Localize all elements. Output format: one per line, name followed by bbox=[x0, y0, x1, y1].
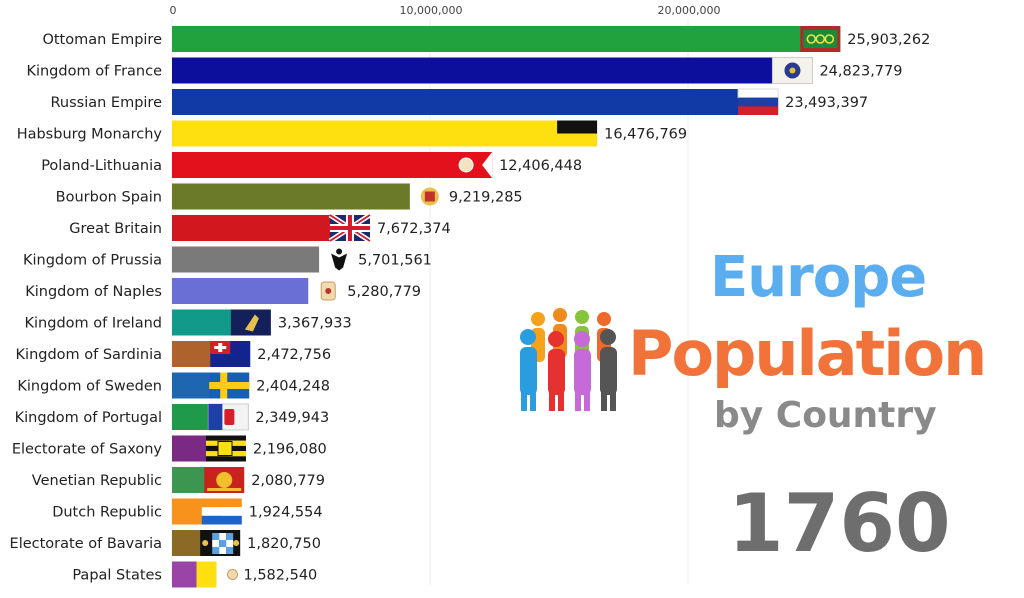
value-label: 3,367,933 bbox=[278, 316, 352, 332]
poland-lithuania-flag-icon bbox=[452, 152, 493, 178]
people-group-icon bbox=[512, 305, 624, 420]
dutch-flag-icon bbox=[201, 498, 242, 525]
sardinia-flag-icon bbox=[210, 341, 251, 367]
value-label: 24,823,779 bbox=[819, 64, 902, 80]
x-tick-label: 0 bbox=[170, 4, 177, 17]
russia-flag-icon bbox=[737, 88, 779, 115]
year-display: 1760 bbox=[728, 477, 951, 570]
bar-row: Russian Empire 23,493,397 bbox=[50, 88, 868, 115]
category-label: Kingdom of France bbox=[26, 64, 162, 80]
sweden-flag-icon bbox=[209, 372, 250, 399]
bar-row: Venetian Republic 2,080,779 bbox=[32, 467, 325, 493]
bar-row: Bourbon Spain 9,219,285 bbox=[56, 183, 523, 210]
category-label: Kingdom of Portugal bbox=[15, 410, 162, 426]
subtitle: by Country bbox=[714, 395, 937, 436]
bar-row: Kingdom of Portugal 2,349,943 bbox=[15, 403, 329, 431]
spain-coat-of-arms-icon bbox=[420, 187, 439, 206]
x-tick-label: 10,000,000 bbox=[400, 4, 463, 17]
bar-row: Kingdom of France 24,823,779 bbox=[26, 57, 902, 84]
value-label: 2,472,756 bbox=[257, 347, 331, 363]
bar bbox=[172, 26, 841, 52]
value-label: 23,493,397 bbox=[785, 95, 868, 111]
category-label: Electorate of Saxony bbox=[12, 442, 163, 458]
bar-row: Poland-Lithuania 12,406,448 bbox=[41, 152, 582, 178]
category-label: Great Britain bbox=[69, 221, 162, 237]
bar-row: Ottoman Empire 25,903,262 bbox=[42, 26, 930, 52]
category-label: Electorate of Bavaria bbox=[10, 536, 162, 552]
bavaria-flag-icon bbox=[200, 530, 241, 556]
bar bbox=[172, 246, 320, 273]
bar-row: Kingdom of Ireland 3,367,933 bbox=[25, 309, 352, 336]
category-label: Dutch Republic bbox=[52, 505, 162, 521]
category-label: Kingdom of Sardinia bbox=[16, 347, 162, 363]
bar bbox=[172, 152, 493, 178]
x-axis-ticks: 0 10,000,000 20,000,000 bbox=[170, 4, 721, 17]
value-label: 12,406,448 bbox=[499, 158, 582, 174]
title-block: Europe Population by Country 1760 bbox=[600, 245, 1020, 570]
bars: Ottoman Empire 25,903,262 Kingdom of Franc… bbox=[10, 26, 930, 588]
category-label: Kingdom of Naples bbox=[25, 284, 162, 300]
bar-row: Kingdom of Sardinia 2,472,756 bbox=[16, 341, 331, 367]
bar-row: Kingdom of Naples 5,280,779 bbox=[25, 278, 421, 304]
papal-states-flag-icon bbox=[196, 561, 238, 588]
ireland-harp-flag-icon bbox=[230, 309, 271, 336]
ottoman-flag-icon bbox=[800, 26, 841, 52]
value-label: 2,196,080 bbox=[253, 442, 327, 458]
bar-row: Great Britain 7,672,374 bbox=[69, 212, 451, 244]
value-label: 1,820,750 bbox=[247, 536, 321, 552]
category-label: Kingdom of Ireland bbox=[25, 316, 162, 332]
saxony-flag-icon bbox=[205, 435, 246, 462]
bar-row: Dutch Republic 1,924,554 bbox=[52, 498, 323, 525]
bar bbox=[172, 183, 410, 210]
category-label: Bourbon Spain bbox=[56, 190, 162, 206]
bar bbox=[172, 89, 779, 115]
value-label: 5,701,561 bbox=[358, 253, 432, 269]
category-label: Kingdom of Prussia bbox=[23, 253, 162, 269]
category-label: Venetian Republic bbox=[32, 473, 162, 489]
category-label: Papal States bbox=[72, 568, 162, 584]
bar bbox=[172, 120, 598, 147]
venice-flag-icon bbox=[204, 467, 245, 493]
bar bbox=[172, 278, 309, 304]
category-label: Poland-Lithuania bbox=[41, 158, 162, 174]
bar-row: Habsburg Monarchy 16,476,769 bbox=[17, 120, 687, 147]
bar-row: Kingdom of Sweden 2,404,248 bbox=[17, 372, 330, 399]
value-label: 5,280,779 bbox=[347, 284, 421, 300]
bar-row: Kingdom of Prussia 5,701,561 bbox=[23, 246, 432, 273]
value-label: 1,582,540 bbox=[243, 568, 317, 584]
title-line-2: Population bbox=[628, 317, 987, 390]
value-label: 2,404,248 bbox=[256, 379, 330, 395]
category-label: Kingdom of Sweden bbox=[17, 379, 162, 395]
bar bbox=[172, 57, 813, 84]
value-label: 2,349,943 bbox=[255, 410, 329, 426]
bar-row: Papal States 1,582,540 bbox=[72, 561, 317, 588]
france-royal-flag-icon bbox=[771, 57, 813, 84]
category-label: Russian Empire bbox=[50, 95, 162, 111]
value-label: 16,476,769 bbox=[604, 127, 687, 143]
value-label: 25,903,262 bbox=[847, 32, 930, 48]
bar-row: Electorate of Bavaria 1,820,750 bbox=[10, 530, 321, 556]
portugal-flag-icon bbox=[207, 403, 249, 431]
value-label: 2,080,779 bbox=[251, 473, 325, 489]
bar-row: Electorate of Saxony 2,196,080 bbox=[12, 435, 327, 462]
title-line-1: Europe bbox=[710, 245, 927, 310]
prussia-eagle-emblem-icon bbox=[331, 248, 348, 271]
union-jack-flag-icon bbox=[328, 212, 372, 244]
x-tick-label: 20,000,000 bbox=[658, 4, 721, 17]
value-label: 7,672,374 bbox=[377, 221, 451, 237]
habsburg-flag-icon bbox=[557, 120, 598, 147]
naples-coat-of-arms-icon bbox=[320, 281, 336, 301]
category-label: Habsburg Monarchy bbox=[17, 127, 163, 143]
value-label: 1,924,554 bbox=[249, 505, 323, 521]
value-label: 9,219,285 bbox=[449, 190, 523, 206]
category-label: Ottoman Empire bbox=[42, 32, 162, 48]
